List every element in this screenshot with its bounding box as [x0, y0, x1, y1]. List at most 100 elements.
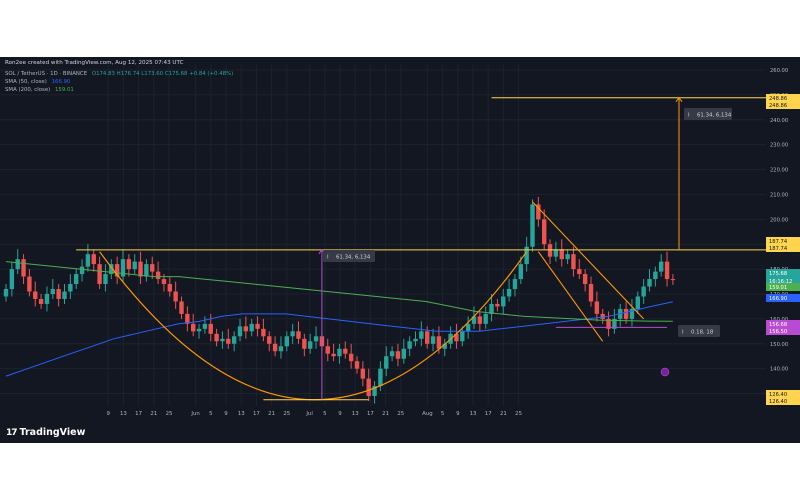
candle-body	[425, 331, 430, 344]
candle-body	[196, 328, 202, 332]
candle-body	[103, 274, 108, 285]
time-tick-label: 5	[209, 411, 212, 417]
candle-body	[465, 323, 471, 332]
time-tick-label: 13	[352, 411, 359, 417]
candle-body	[331, 353, 336, 357]
price-tag-text: 175.68	[769, 271, 787, 277]
sma50-value: 166.90	[51, 79, 71, 85]
candle-body	[366, 378, 371, 397]
cup-arc	[99, 251, 528, 401]
candle-body	[337, 348, 342, 357]
sma200-label: SMA (200, close)	[5, 87, 51, 93]
candle-body	[126, 259, 132, 270]
candle-body	[74, 274, 79, 285]
candle-body	[530, 204, 535, 247]
price-tag-resistance	[766, 237, 800, 245]
candle-body	[267, 336, 272, 344]
candle-body	[202, 323, 208, 329]
price-tick-label: 230.00	[770, 143, 788, 149]
candle-body	[226, 338, 231, 344]
flag-measure-label-icon: Ⅰ	[682, 329, 684, 335]
time-tick-label: Aug	[422, 411, 433, 417]
candle-body	[313, 336, 319, 342]
time-tick-label: 21	[382, 411, 389, 417]
price-tick-label: 200.00	[770, 217, 788, 223]
candle-body	[132, 261, 137, 270]
time-tick-label: 21	[268, 411, 275, 417]
candle-body	[378, 368, 383, 387]
time-tick-label: 21	[150, 411, 157, 417]
candle-body	[553, 249, 559, 257]
price-tag-text: 248.86	[769, 96, 787, 102]
flag-measure-label: 0.18, 18	[691, 329, 714, 335]
candle-body	[670, 279, 676, 281]
price-tag-support	[766, 320, 800, 328]
price-tick-label: 240.00	[770, 118, 788, 124]
created-by-text: Ron2ee created with TradingView.com, Aug…	[5, 60, 184, 66]
price-tag-sma200	[766, 283, 800, 291]
candle-body	[471, 316, 477, 324]
candle-body	[220, 338, 225, 342]
flag-measure-label-box	[678, 325, 720, 337]
candle-body	[483, 313, 488, 324]
ohlc-values: O174.83 H176.74 L173.60 C175.68 +0.84 (+…	[91, 71, 234, 77]
candle-body	[185, 313, 190, 324]
price-tag-cup_bottom	[766, 390, 800, 398]
time-tick-label: 13	[238, 411, 245, 417]
candle-body	[255, 323, 260, 329]
event-marker-icon	[660, 367, 670, 377]
price-tag-sma50	[766, 294, 800, 302]
candle-body	[214, 333, 219, 342]
candle-body	[109, 264, 114, 275]
time-tick-label: 13	[120, 411, 127, 417]
candle-body	[436, 336, 442, 349]
candle-body	[62, 291, 67, 299]
candle-body	[97, 264, 102, 285]
candle-body	[501, 296, 506, 307]
candle-body	[401, 348, 406, 359]
candle-body	[536, 204, 541, 220]
candle-body	[389, 351, 395, 357]
price-tag-text: 156.50	[769, 329, 787, 335]
target-measure-label-icon: Ⅰ	[688, 112, 690, 118]
candle-body	[565, 254, 570, 260]
price-tag-text: 126.40	[769, 399, 787, 405]
countdown-tag	[766, 277, 800, 285]
time-tick-label: 25	[166, 411, 173, 417]
price-tick-label: 260.00	[770, 68, 788, 74]
candle-body	[594, 301, 600, 314]
price-tick-label: 160.00	[770, 317, 788, 323]
price-tag-text: 166.90	[769, 296, 787, 302]
candle-body	[243, 326, 249, 332]
time-tick-label: 9	[338, 411, 342, 417]
time-tick-label: 5	[441, 411, 444, 417]
tradingview-logo: 17 TradingView	[6, 427, 85, 438]
candle-body	[325, 346, 330, 354]
candle-body	[348, 353, 354, 362]
candle-body	[261, 328, 266, 337]
candle-body	[150, 264, 155, 272]
time-tick-label: 5	[323, 411, 326, 417]
candle-body	[173, 291, 178, 302]
candle-body	[155, 271, 161, 280]
candle-body	[506, 289, 512, 297]
candle-body	[343, 348, 348, 354]
candle-body	[477, 316, 483, 324]
candle-body	[21, 259, 26, 277]
candle-body	[518, 264, 523, 280]
price-tag-resistance	[766, 244, 800, 252]
candle-body	[419, 331, 424, 339]
time-tick-label: 25	[283, 411, 290, 417]
price-tag-cup_bottom	[766, 397, 800, 405]
candle-body	[296, 331, 301, 339]
candle-body	[114, 264, 120, 277]
candle-body	[231, 336, 237, 344]
price-tag-text: 187.74	[769, 239, 788, 245]
candle-body	[577, 269, 582, 275]
candle-body	[606, 318, 611, 329]
tradingview-logo-icon: 17	[6, 427, 17, 438]
candle-body	[384, 356, 389, 369]
candle-body	[33, 291, 38, 299]
